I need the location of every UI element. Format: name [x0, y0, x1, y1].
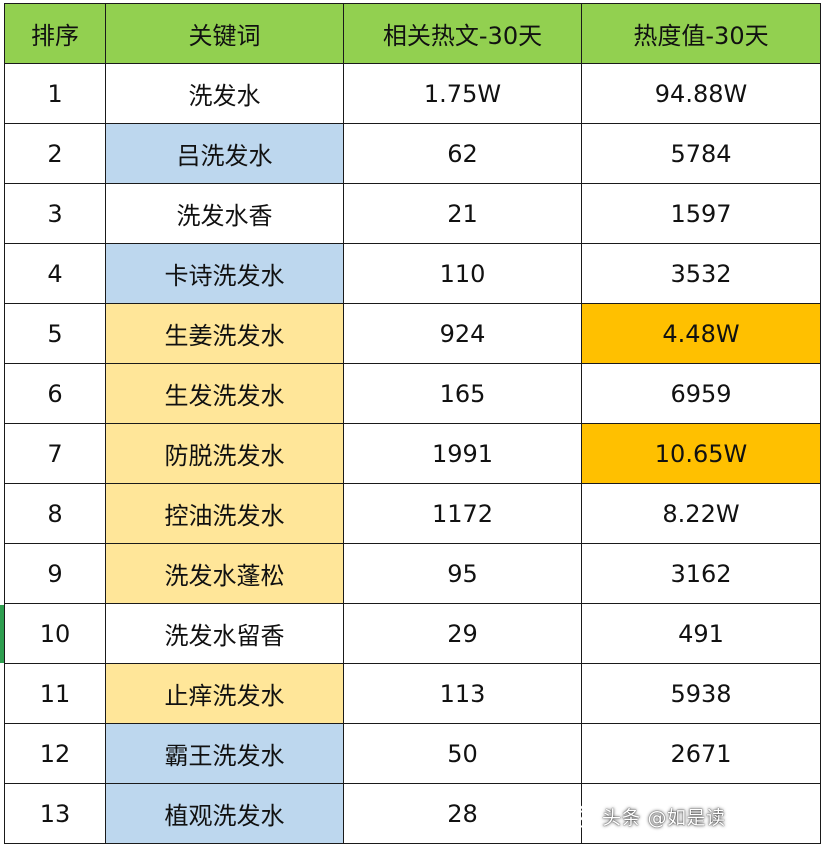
cell-articles: 1.75W — [343, 63, 582, 124]
cell-heat: 2671 — [581, 723, 821, 784]
cell-heat: 94.88W — [581, 63, 821, 124]
cell-heat: 5938 — [581, 663, 821, 724]
cell-keyword: 生发洗发水 — [105, 363, 344, 424]
cell-rank: 2 — [4, 123, 106, 184]
cell-keyword: 防脱洗发水 — [105, 423, 344, 484]
table-row: 11 止痒洗发水 113 5938 — [4, 663, 821, 724]
cell-articles: 62 — [343, 123, 582, 184]
table-row: 6 生发洗发水 165 6959 — [4, 363, 821, 424]
cell-articles: 1172 — [343, 483, 582, 544]
cell-articles: 29 — [343, 603, 582, 664]
cell-rank: 5 — [4, 303, 106, 364]
cell-rank: 6 — [4, 363, 106, 424]
table-row: 4 卡诗洗发水 110 3532 — [4, 243, 821, 304]
cell-articles: 95 — [343, 543, 582, 604]
cell-articles: 50 — [343, 723, 582, 784]
cell-keyword: 洗发水香 — [105, 183, 344, 244]
cell-keyword: 植观洗发水 — [105, 783, 344, 844]
cell-rank: 1 — [4, 63, 106, 124]
table-row: 13 植观洗发水 28 — [4, 783, 821, 844]
cell-rank: 13 — [4, 783, 106, 844]
sheet-edge-marker — [0, 605, 4, 663]
table-row: 9 洗发水蓬松 95 3162 — [4, 543, 821, 604]
cell-rank: 10 — [4, 603, 106, 664]
header-heat: 热度值-30天 — [581, 3, 821, 64]
table-row: 12 霸王洗发水 50 2671 — [4, 723, 821, 784]
cell-keyword: 吕洗发水 — [105, 123, 344, 184]
header-articles: 相关热文-30天 — [343, 3, 582, 64]
cell-keyword: 洗发水 — [105, 63, 344, 124]
table-body: 1 洗发水 1.75W 94.88W 2 吕洗发水 62 5784 3 洗发水香 21 1597 4 卡诗… — [4, 63, 821, 844]
cell-heat: 5784 — [581, 123, 821, 184]
cell-keyword: 霸王洗发水 — [105, 723, 344, 784]
cell-rank: 8 — [4, 483, 106, 544]
cell-articles: 28 — [343, 783, 582, 844]
cell-articles: 110 — [343, 243, 582, 304]
cell-articles: 21 — [343, 183, 582, 244]
cell-articles: 165 — [343, 363, 582, 424]
cell-heat: 3162 — [581, 543, 821, 604]
keyword-ranking-table: 排序 关键词 相关热文-30天 热度值-30天 1 洗发水 1.75W 94.88W 2… — [4, 3, 821, 844]
cell-keyword: 洗发水蓬松 — [105, 543, 344, 604]
cell-heat — [581, 783, 821, 844]
header-row: 排序 关键词 相关热文-30天 热度值-30天 — [4, 3, 821, 64]
table-row: 3 洗发水香 21 1597 — [4, 183, 821, 244]
cell-keyword: 止痒洗发水 — [105, 663, 344, 724]
table-row: 5 生姜洗发水 924 4.48W — [4, 303, 821, 364]
cell-heat: 4.48W — [581, 303, 821, 364]
cell-heat: 6959 — [581, 363, 821, 424]
table-row: 7 防脱洗发水 1991 10.65W — [4, 423, 821, 484]
table-row: 10 洗发水留香 29 491 — [4, 603, 821, 664]
cell-keyword: 卡诗洗发水 — [105, 243, 344, 304]
table-row: 1 洗发水 1.75W 94.88W — [4, 63, 821, 124]
cell-keyword: 控油洗发水 — [105, 483, 344, 544]
cell-heat: 491 — [581, 603, 821, 664]
cell-articles: 1991 — [343, 423, 582, 484]
cell-heat: 3532 — [581, 243, 821, 304]
header-keyword: 关键词 — [105, 3, 344, 64]
cell-rank: 4 — [4, 243, 106, 304]
header-rank: 排序 — [4, 3, 106, 64]
cell-heat: 1597 — [581, 183, 821, 244]
cell-rank: 11 — [4, 663, 106, 724]
cell-heat: 8.22W — [581, 483, 821, 544]
table-row: 2 吕洗发水 62 5784 — [4, 123, 821, 184]
cell-rank: 7 — [4, 423, 106, 484]
cell-rank: 3 — [4, 183, 106, 244]
cell-articles: 113 — [343, 663, 582, 724]
cell-rank: 12 — [4, 723, 106, 784]
cell-articles: 924 — [343, 303, 582, 364]
cell-heat: 10.65W — [581, 423, 821, 484]
cell-keyword: 生姜洗发水 — [105, 303, 344, 364]
cell-rank: 9 — [4, 543, 106, 604]
cell-keyword: 洗发水留香 — [105, 603, 344, 664]
table-row: 8 控油洗发水 1172 8.22W — [4, 483, 821, 544]
